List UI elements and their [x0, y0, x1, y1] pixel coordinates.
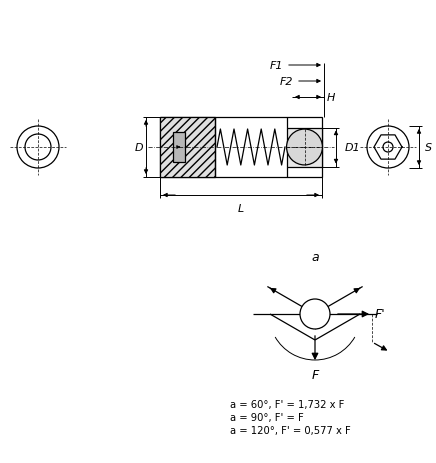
- Bar: [160, 118, 215, 178]
- Bar: [173, 133, 185, 163]
- Bar: [160, 118, 322, 178]
- Circle shape: [300, 300, 330, 329]
- Text: S: S: [425, 143, 432, 153]
- Text: a = 120°, F' = 0,577 x F: a = 120°, F' = 0,577 x F: [230, 425, 351, 435]
- Text: a = 60°, F' = 1,732 x F: a = 60°, F' = 1,732 x F: [230, 399, 344, 409]
- Text: D: D: [135, 143, 143, 153]
- Text: D1: D1: [345, 143, 361, 153]
- Text: a: a: [311, 250, 319, 263]
- Text: a = 90°, F' = F: a = 90°, F' = F: [230, 412, 304, 422]
- Text: L: L: [238, 204, 244, 213]
- Text: F': F': [375, 308, 385, 321]
- Circle shape: [286, 130, 323, 166]
- Text: H: H: [327, 93, 335, 103]
- Text: F1: F1: [269, 61, 283, 71]
- Bar: [287, 128, 322, 167]
- Text: F2: F2: [279, 77, 293, 87]
- Text: F: F: [311, 368, 319, 381]
